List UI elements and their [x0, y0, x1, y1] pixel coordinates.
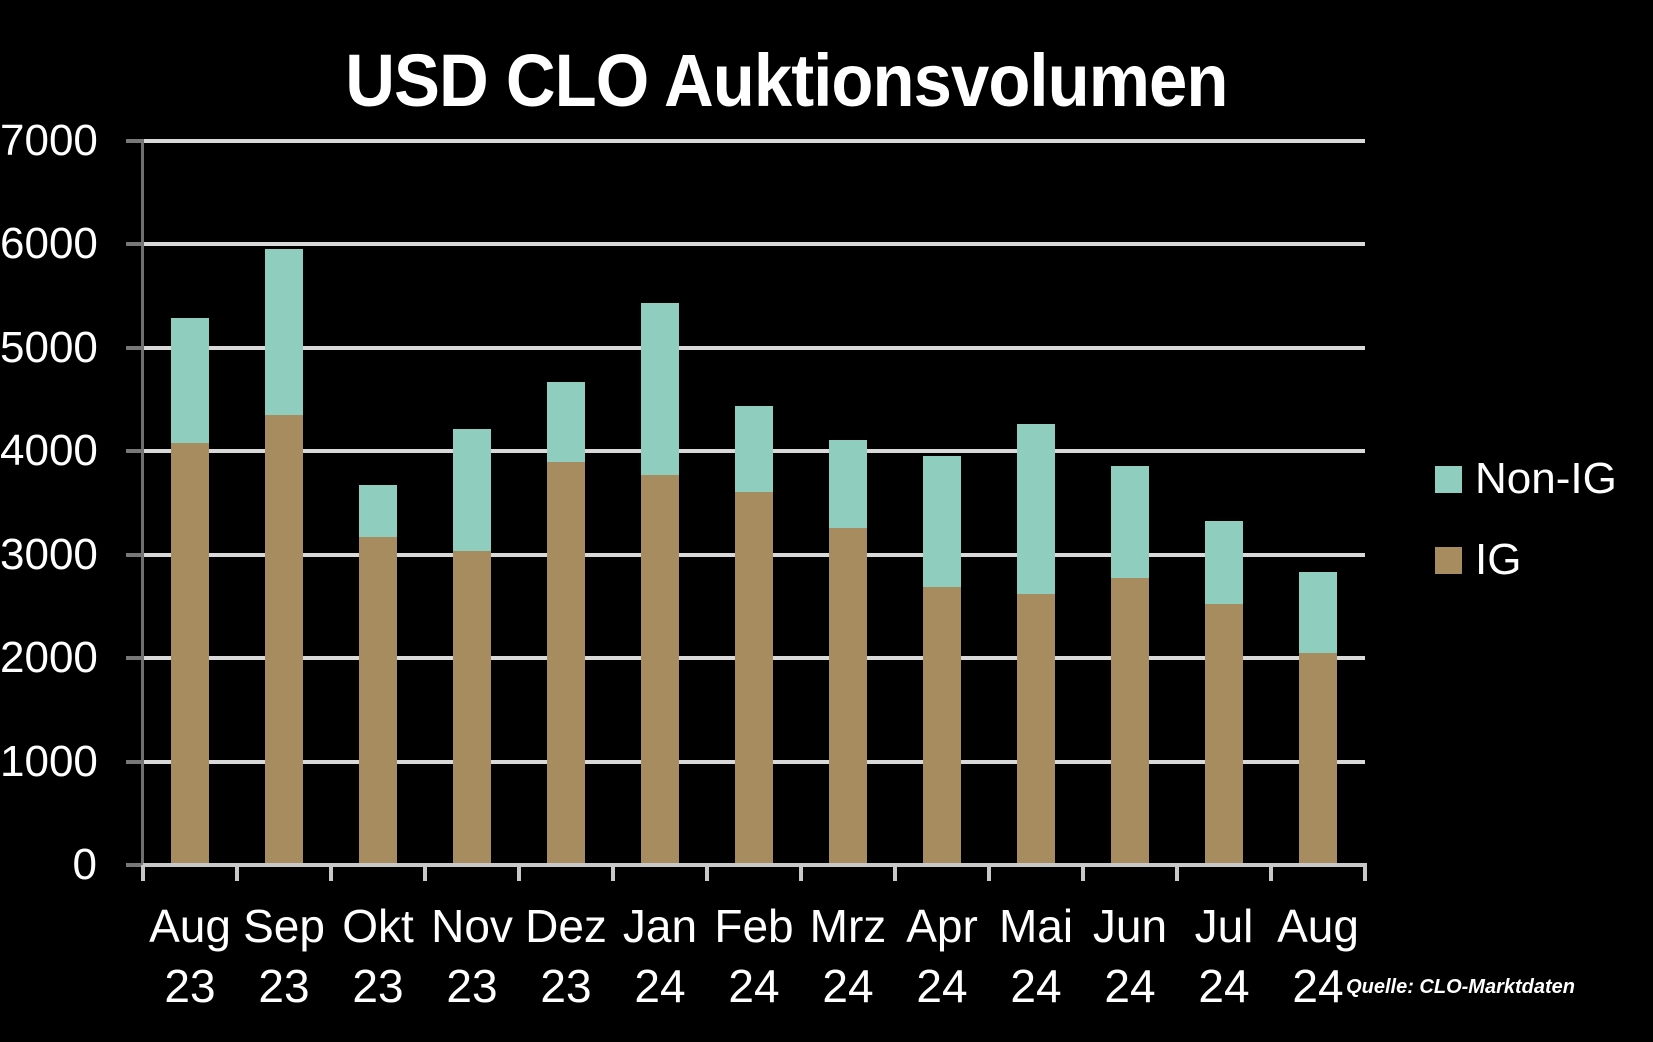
chart-title: USD CLO Auktionsvolumen: [175, 36, 1397, 126]
x-axis-label-month: Apr: [906, 900, 978, 952]
y-tick-label: 2000: [0, 633, 98, 683]
x-tick: [141, 865, 145, 881]
y-tick: [126, 863, 143, 867]
bar-segment-ig-nov-23: [453, 550, 491, 865]
x-tick: [423, 865, 427, 881]
gridline: [143, 242, 1365, 247]
bar-segment-ig-sep-23: [265, 415, 303, 865]
x-axis-label-month: Aug: [149, 900, 231, 952]
bar-segment-non-ig-aug-24: [1299, 572, 1337, 653]
y-tick: [126, 552, 143, 557]
y-tick-label: 7000: [0, 115, 98, 165]
source-note: Quelle: CLO-Marktdaten: [1346, 976, 1575, 998]
x-axis-label-year: 23: [164, 960, 216, 1012]
gridline: [143, 345, 1365, 350]
bar-segment-non-ig-mrz-24: [829, 439, 867, 528]
bar-segment-ig-aug-23: [171, 443, 209, 865]
x-axis-label-month: Mrz: [809, 900, 887, 952]
y-tick: [126, 242, 143, 247]
x-axis-label-year: 23: [446, 960, 498, 1012]
x-tick: [893, 865, 897, 881]
x-axis-label-year: 23: [540, 960, 592, 1012]
x-tick: [1363, 865, 1367, 881]
y-tick-label: 3000: [0, 529, 98, 579]
x-tick: [705, 865, 709, 881]
bar-segment-non-ig-feb-24: [735, 405, 773, 492]
y-tick: [126, 449, 143, 454]
legend-swatch-non-ig-icon: [1435, 466, 1462, 493]
y-tick: [126, 345, 143, 350]
x-axis-label-year: 23: [352, 960, 404, 1012]
bar-segment-non-ig-aug-23: [171, 317, 209, 443]
x-axis-label-year: 24: [728, 960, 780, 1012]
bar-segment-ig-feb-24: [735, 491, 773, 865]
y-tick-label: 5000: [0, 322, 98, 372]
x-axis-label-year: 23: [258, 960, 310, 1012]
bar-segment-ig-jan-24: [641, 475, 679, 865]
x-axis-label-month: Jul: [1194, 900, 1254, 952]
x-axis-label-month: Jan: [622, 900, 698, 952]
x-tick: [1081, 865, 1085, 881]
bar-segment-non-ig-mai-24: [1017, 424, 1055, 594]
bar-segment-ig-jun-24: [1111, 578, 1149, 865]
bar-segment-ig-mrz-24: [829, 527, 867, 865]
bar-segment-non-ig-jun-24: [1111, 465, 1149, 579]
gridline: [143, 138, 1365, 143]
legend-item-ig: IG: [1435, 536, 1645, 584]
bar-segment-non-ig-sep-23: [265, 248, 303, 416]
x-tick: [1269, 865, 1273, 881]
chart-title-text: USD CLO Auktionsvolumen: [344, 39, 1228, 122]
bar-segment-ig-aug-24: [1299, 652, 1337, 865]
bar-segment-ig-mai-24: [1017, 594, 1055, 865]
y-tick-label: 4000: [0, 426, 98, 476]
x-axis-label-year: 24: [1104, 960, 1156, 1012]
legend-item-non-ig: Non-IG: [1435, 455, 1645, 503]
y-tick-label: 6000: [0, 219, 98, 269]
y-tick: [126, 656, 143, 661]
x-axis-label-month: Feb: [714, 900, 794, 952]
x-axis-label-month: Okt: [342, 900, 414, 952]
x-axis-label-year: 24: [634, 960, 686, 1012]
x-axis-label-year: 24: [1010, 960, 1062, 1012]
x-axis-label-year: 24: [822, 960, 874, 1012]
x-axis-label-year: 24: [1292, 960, 1344, 1012]
x-axis-label-month: Sep: [243, 900, 325, 952]
x-tick: [611, 865, 615, 881]
x-axis-label-month: Dez: [525, 900, 607, 952]
bar-segment-non-ig-okt-23: [359, 485, 397, 538]
legend: Non-IG IG: [1435, 455, 1645, 584]
y-tick-label: 0: [72, 840, 97, 889]
x-tick: [517, 865, 521, 881]
bar-segment-ig-jul-24: [1205, 604, 1243, 865]
x-tick: [1175, 865, 1179, 881]
x-axis-label-month: Jun: [1092, 900, 1168, 952]
y-tick: [126, 759, 143, 764]
bar-segment-non-ig-nov-23: [453, 428, 491, 551]
bar-segment-ig-apr-24: [923, 586, 961, 865]
bar-segment-ig-dez-23: [547, 461, 585, 865]
x-axis-label-year: 24: [1198, 960, 1250, 1012]
x-axis-label-year: 24: [916, 960, 968, 1012]
x-axis-label-month: Aug: [1277, 900, 1359, 952]
bar-segment-non-ig-apr-24: [923, 456, 961, 587]
x-tick: [235, 865, 239, 881]
legend-swatch-ig-icon: [1435, 547, 1462, 574]
bar-segment-ig-okt-23: [359, 537, 397, 865]
bar-segment-non-ig-jul-24: [1205, 520, 1243, 605]
legend-label-ig: IG: [1475, 535, 1522, 584]
y-tick-label: 1000: [0, 736, 98, 786]
x-axis-label-month: Mai: [998, 900, 1074, 952]
bar-segment-non-ig-jan-24: [641, 303, 679, 476]
x-axis-line: [141, 863, 1367, 867]
x-tick: [329, 865, 333, 881]
y-tick: [126, 138, 143, 143]
x-tick: [987, 865, 991, 881]
y-axis-line: [141, 138, 144, 867]
legend-label-non-ig: Non-IG: [1475, 454, 1617, 503]
x-axis-label-month: Nov: [431, 900, 513, 952]
bar-segment-non-ig-dez-23: [547, 381, 585, 462]
x-tick: [799, 865, 803, 881]
